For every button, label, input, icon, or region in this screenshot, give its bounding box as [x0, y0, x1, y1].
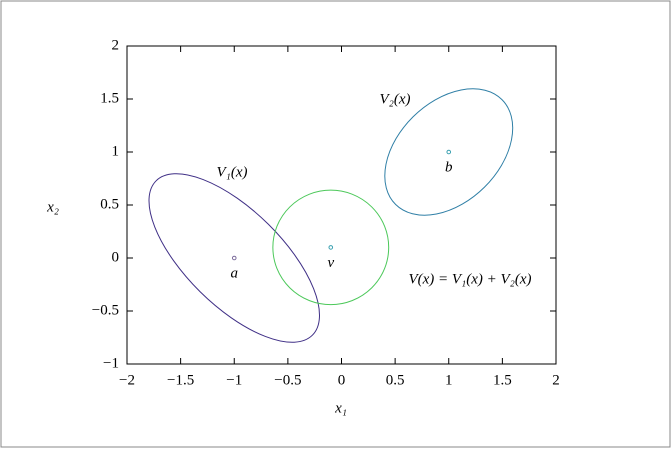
y-tick-label: −1: [103, 355, 119, 371]
y-tick-label: 0: [112, 249, 120, 265]
y-tick-label: −0.5: [92, 302, 119, 318]
x-tick-label: 1.5: [493, 372, 512, 388]
point: [446, 149, 452, 155]
point: [231, 255, 237, 261]
x-tick-label: 0: [338, 372, 346, 388]
level-set: [273, 190, 389, 304]
x-tick-label: 2: [552, 372, 560, 388]
y-axis-label: x₂: [46, 199, 59, 215]
point-label: v: [327, 255, 334, 271]
y-tick-label: 1: [112, 143, 120, 159]
level-set-label: V(x) = V₁(x) + V₂(x): [408, 271, 531, 287]
y-tick-label: 2: [112, 37, 120, 53]
x-tick-label: 1: [445, 372, 453, 388]
x-tick-label: −1: [226, 372, 242, 388]
level-set: [122, 147, 346, 369]
point-label: a: [231, 265, 239, 281]
y-tick-label: 1.5: [100, 90, 119, 106]
point: [328, 245, 334, 250]
y-tick-label: 0.5: [100, 196, 119, 212]
point-label: b: [445, 159, 453, 175]
level-set: [360, 64, 537, 239]
level-set-label: V₂(x): [379, 91, 410, 107]
level-set-label: V₁(x): [216, 164, 247, 180]
x-tick-label: −1.5: [167, 372, 194, 388]
x-tick-label: 0.5: [386, 372, 405, 388]
x-axis-label: x₁: [334, 400, 347, 416]
x-tick-label: −2: [119, 372, 135, 388]
x-tick-label: −0.5: [274, 372, 301, 388]
